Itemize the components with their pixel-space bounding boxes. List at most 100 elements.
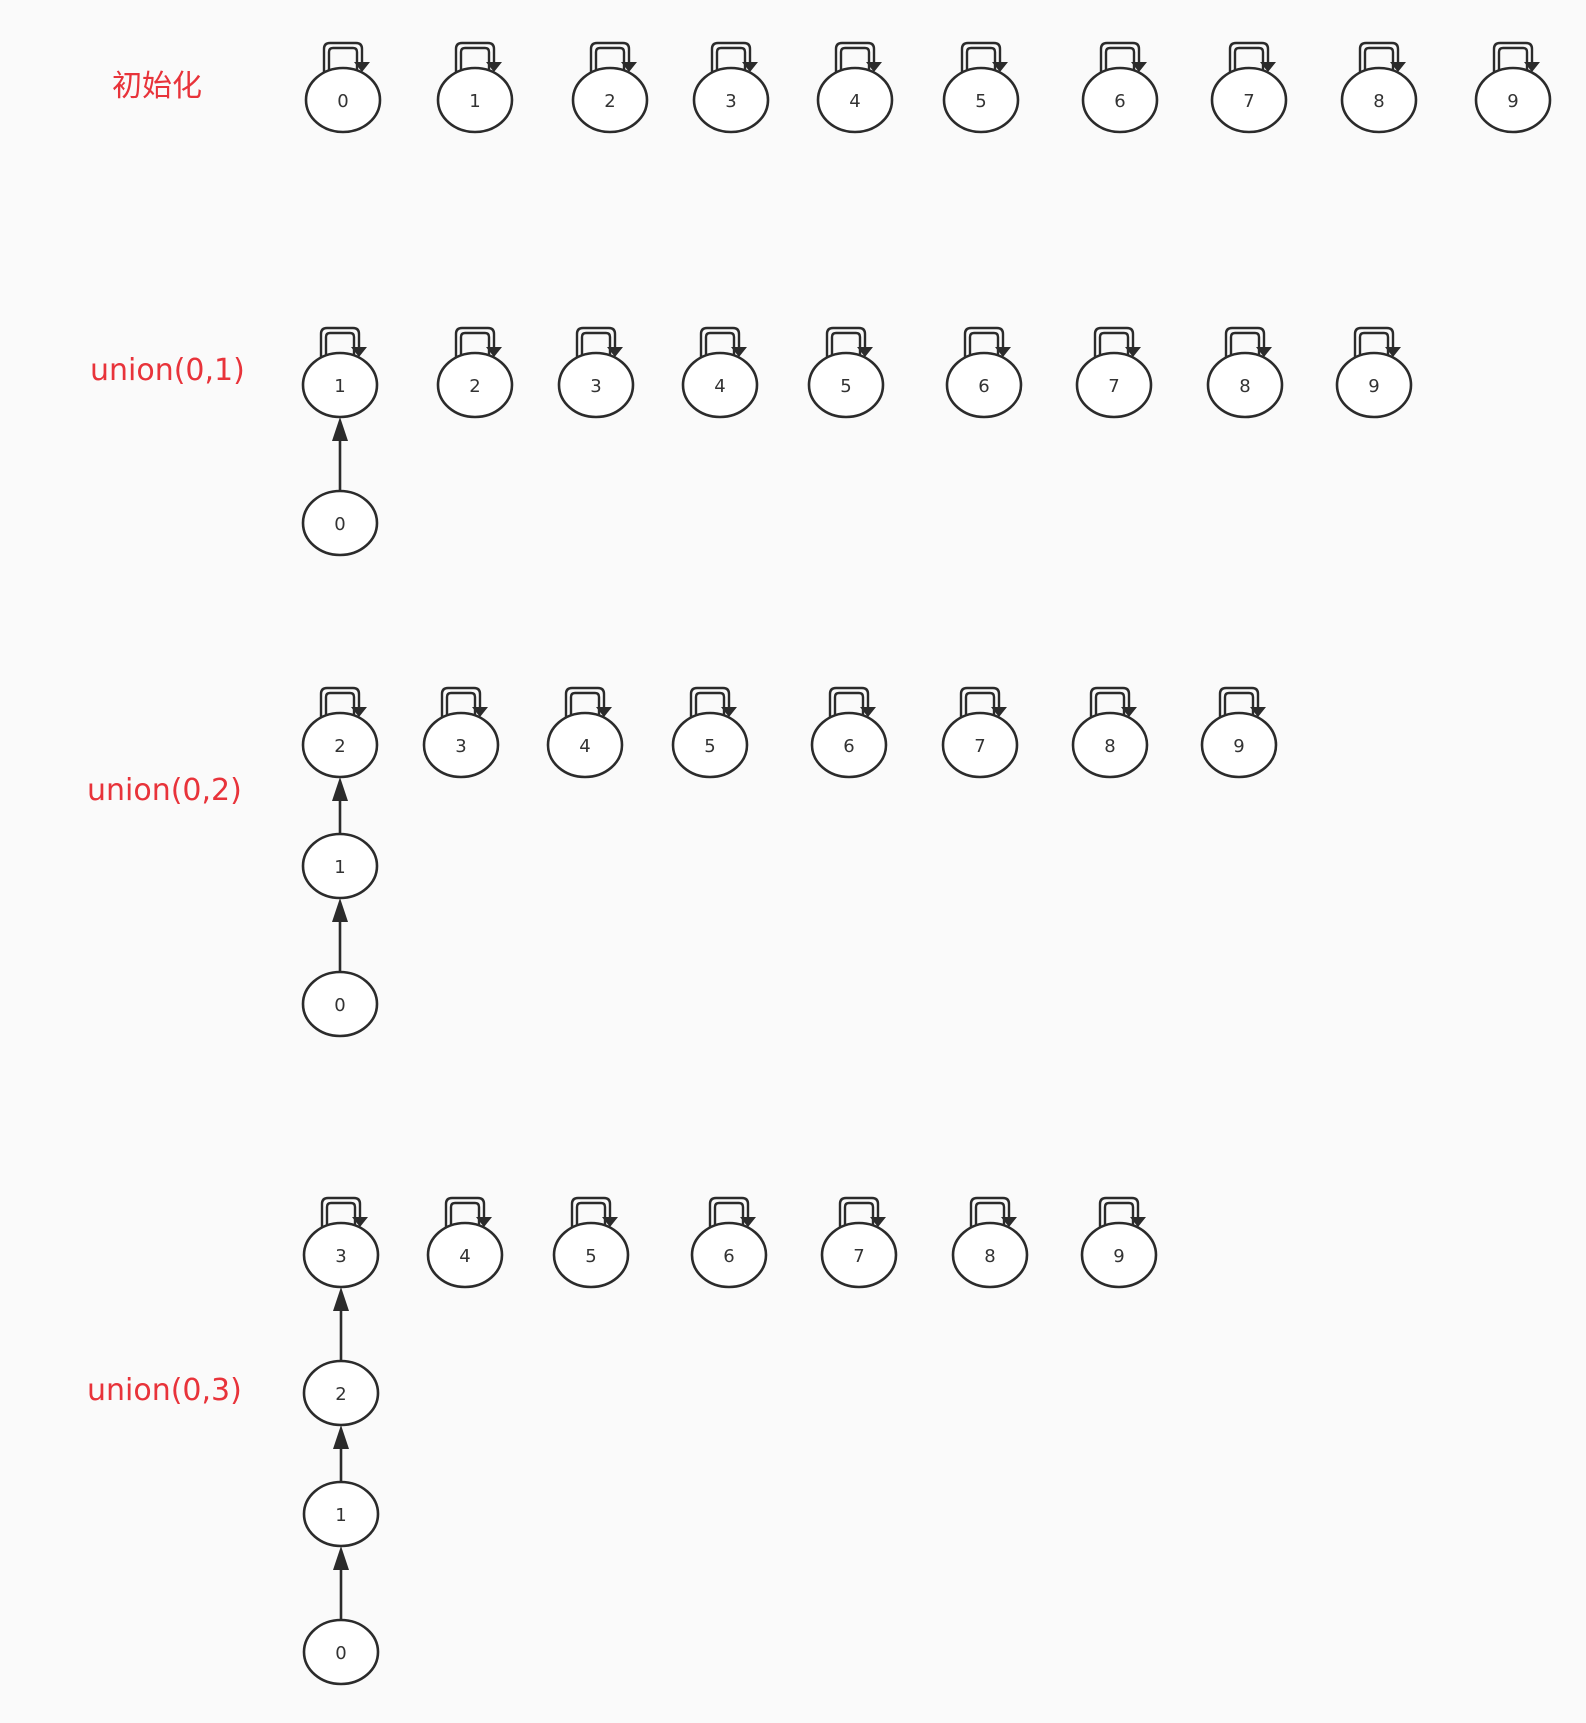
- node-circle: [1200, 711, 1278, 779]
- self-loop-row3-4: [444, 1196, 492, 1227]
- node-circle: [301, 970, 379, 1038]
- node-root-row1-1: 1: [301, 351, 379, 419]
- node-label: 6: [978, 376, 989, 397]
- self-loop-row2-9: [1218, 686, 1266, 717]
- self-loop-arrowhead: [1385, 347, 1401, 357]
- self-loop-row1-3: [575, 326, 623, 357]
- self-loop-row2-5: [689, 686, 737, 717]
- self-loop-row1-7: [1093, 326, 1141, 357]
- self-loop-path: [564, 686, 606, 717]
- node-label: 2: [335, 1384, 346, 1405]
- node-circle: [422, 711, 500, 779]
- self-loop-inner: [459, 46, 491, 72]
- node-label: 4: [579, 736, 590, 757]
- self-loop-path: [1089, 686, 1131, 717]
- node-child-row1-0: 0: [301, 489, 379, 557]
- node-root-row0-8: 8: [1340, 66, 1418, 134]
- self-loop-arrowhead: [866, 62, 882, 72]
- step-label-union-0-1: union(0,1): [90, 353, 245, 388]
- node-label: 9: [1233, 736, 1244, 757]
- self-loop-inner: [694, 691, 726, 717]
- self-loop-inner: [968, 331, 1000, 357]
- step-label-init: 初始化: [112, 69, 202, 104]
- self-loop-path: [834, 41, 876, 72]
- self-loop-inner: [1104, 46, 1136, 72]
- node-label: 9: [1368, 376, 1379, 397]
- self-loop-row2-6: [828, 686, 876, 717]
- self-loop-inner: [449, 1201, 481, 1227]
- self-loop-path: [959, 686, 1001, 717]
- self-loop-arrowhead: [740, 1217, 756, 1227]
- node-label: 5: [840, 376, 851, 397]
- self-loop-path: [575, 326, 617, 357]
- node-label: 5: [704, 736, 715, 757]
- self-loop-row3-7: [838, 1196, 886, 1227]
- self-loop-inner: [833, 691, 865, 717]
- node-label: 9: [1507, 91, 1518, 112]
- node-label: 5: [585, 1246, 596, 1267]
- self-loop-path: [1492, 41, 1534, 72]
- edge-arrowhead: [332, 898, 348, 922]
- node-label: 6: [1114, 91, 1125, 112]
- self-loop-row1-9: [1353, 326, 1401, 357]
- self-loop-row2-8: [1089, 686, 1137, 717]
- edge-0-to-1-row2: [332, 898, 348, 972]
- self-loop-path: [322, 41, 364, 72]
- self-loop-path: [960, 41, 1002, 72]
- self-loop-arrowhead: [995, 347, 1011, 357]
- node-circle: [1210, 66, 1288, 134]
- self-loop-arrowhead: [1130, 1217, 1146, 1227]
- self-loop-row0-1: [454, 41, 502, 72]
- node-root-row2-4: 4: [546, 711, 624, 779]
- node-root-row1-7: 7: [1075, 351, 1153, 419]
- self-loop-arrowhead: [1250, 707, 1266, 717]
- self-loop-row3-3: [320, 1196, 368, 1227]
- node-label: 5: [975, 91, 986, 112]
- self-loop-row3-5: [570, 1196, 618, 1227]
- node-circle: [1335, 351, 1413, 419]
- node-root-row1-9: 9: [1335, 351, 1413, 419]
- edge-1-to-2-row2: [332, 777, 348, 834]
- self-loop-inner: [704, 331, 736, 357]
- node-label: 8: [1373, 91, 1384, 112]
- self-loop-row0-3: [710, 41, 758, 72]
- self-loop-path: [454, 41, 496, 72]
- self-loop-inner: [1497, 46, 1529, 72]
- edge-arrowhead: [333, 1287, 349, 1311]
- self-loop-path: [1098, 1196, 1140, 1227]
- node-root-row0-4: 4: [816, 66, 894, 134]
- self-loop-path: [1099, 41, 1141, 72]
- self-loop-row0-4: [834, 41, 882, 72]
- self-loop-row1-2: [454, 326, 502, 357]
- self-loop-inner: [1223, 691, 1255, 717]
- node-label: 7: [1243, 91, 1254, 112]
- self-loop-row0-6: [1099, 41, 1147, 72]
- node-circle: [1075, 351, 1153, 419]
- self-loop-row1-5: [825, 326, 873, 357]
- self-loop-arrowhead: [354, 62, 370, 72]
- edge-arrowhead: [332, 777, 348, 801]
- self-loop-path: [710, 41, 752, 72]
- self-loop-path: [589, 41, 631, 72]
- self-loop-row2-2: [319, 686, 367, 717]
- self-loop-inner: [974, 1201, 1006, 1227]
- edge-2-to-3-row3: [333, 1287, 349, 1361]
- self-loop-inner: [1098, 331, 1130, 357]
- self-loop-inner: [324, 691, 356, 717]
- self-loop-arrowhead: [1125, 347, 1141, 357]
- node-label: 3: [725, 91, 736, 112]
- node-circle: [1081, 66, 1159, 134]
- self-loop-path: [1353, 326, 1395, 357]
- node-label: 3: [590, 376, 601, 397]
- node-child-row3-2: 2: [302, 1359, 380, 1427]
- node-child-row2-1: 1: [301, 832, 379, 900]
- node-circle: [436, 66, 514, 134]
- node-label: 1: [469, 91, 480, 112]
- node-root-row3-9: 9: [1080, 1221, 1158, 1289]
- node-circle: [304, 66, 382, 134]
- self-loop-inner: [459, 331, 491, 357]
- self-loop-arrowhead: [476, 1217, 492, 1227]
- node-label: 0: [335, 1643, 346, 1664]
- node-label: 1: [334, 376, 345, 397]
